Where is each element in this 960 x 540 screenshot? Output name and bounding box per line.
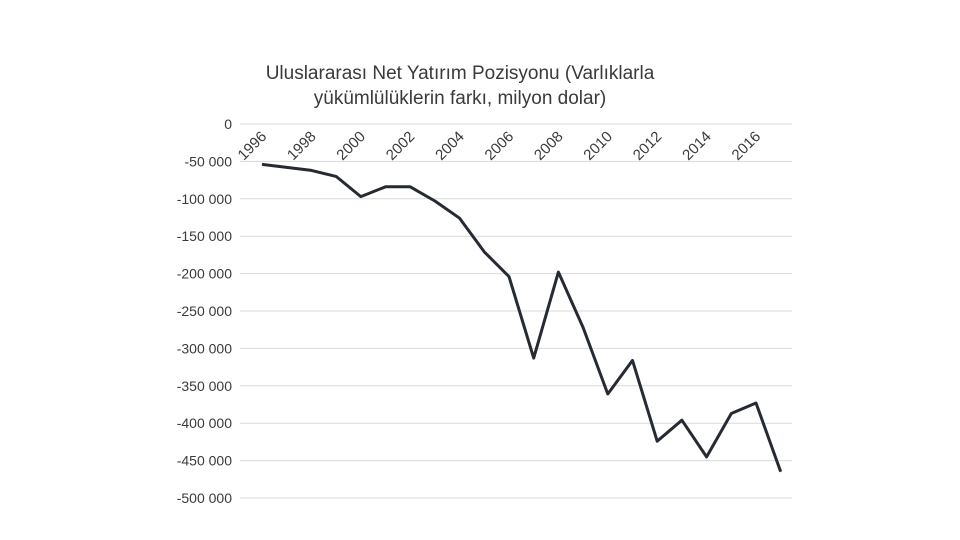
x-tick-label: 2000 <box>333 128 369 164</box>
y-axis-tick-labels: 0 -50 000 -100 000 -150 000 -200 000 -250 000… <box>177 116 232 506</box>
x-tick-label: 2014 <box>679 128 715 164</box>
x-tick-label: 2006 <box>482 128 518 164</box>
y-tick-label: -50 000 <box>185 153 233 169</box>
x-tick-label: 2010 <box>580 128 616 164</box>
x-tick-label: 1996 <box>235 128 271 164</box>
y-tick-label: -300 000 <box>177 340 232 356</box>
y-tick-label: -250 000 <box>177 303 232 319</box>
y-tick-label: -400 000 <box>177 415 232 431</box>
x-tick-label: 1998 <box>284 128 320 164</box>
y-tick-label: 0 <box>224 116 232 132</box>
gridlines <box>240 123 792 499</box>
y-tick-label: -350 000 <box>177 378 232 394</box>
series-group <box>261 162 783 473</box>
y-tick-label: -450 000 <box>177 453 232 469</box>
x-tick-label: 2016 <box>729 128 765 164</box>
y-tick-label: -500 000 <box>177 490 232 506</box>
y-tick-label: -100 000 <box>177 191 232 207</box>
series-line <box>261 162 783 473</box>
y-tick-label: -200 000 <box>177 266 232 282</box>
x-axis-tick-labels: 1996 1998 2000 2002 2004 2006 2008 2010 2012 2014… <box>235 128 765 164</box>
x-tick-label: 2008 <box>531 128 567 164</box>
chart-title-line-1: Uluslararası Net Yatırım Pozisyonu (Varl… <box>265 63 655 84</box>
x-tick-label: 2012 <box>630 128 666 164</box>
chart-title-line-2: yükümlülüklerin farkı, milyon dolar) <box>313 88 607 109</box>
x-tick-label: 2002 <box>383 128 419 164</box>
y-tick-label: -150 000 <box>177 228 232 244</box>
x-tick-label: 2004 <box>432 128 468 164</box>
